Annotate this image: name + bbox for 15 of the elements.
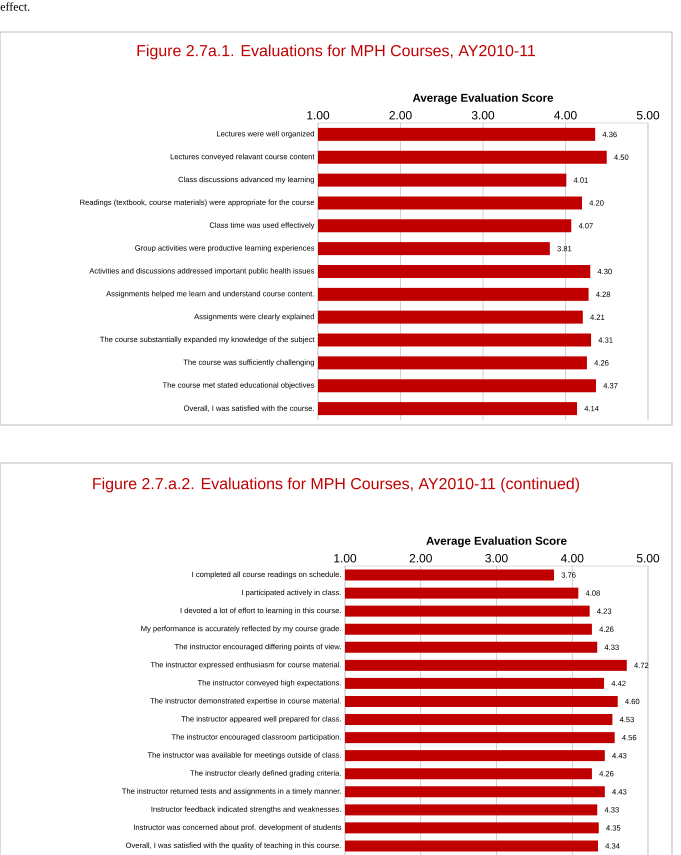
x-tick-label: 3.00: [485, 554, 508, 562]
x-tick-label: 2.00: [410, 554, 432, 562]
x-tick-label: 1.00: [307, 111, 330, 120]
x-tick-label: 3.00: [472, 111, 494, 120]
x-tick-label: 2.00: [389, 111, 412, 120]
x-tick-label: 5.00: [636, 111, 660, 120]
x-tick-label: 1.00: [334, 554, 356, 562]
x-tick-label: 4.00: [560, 554, 584, 562]
x-axis-title: Average Evaluation Score: [412, 93, 554, 104]
text: effect.: [0, 2, 30, 11]
chart-title: Figure 2.7.a.2. Evaluations for MPH Courses, AY2010-11 (continued): [93, 478, 580, 492]
x-tick-label: 4.00: [554, 111, 577, 120]
x-tick-label: 5.00: [636, 554, 660, 562]
x-axis-title: Average Evaluation Score: [426, 536, 567, 548]
chart-title: Figure 2.7a.1. Evaluations for MPH Courses, AY2010-11: [138, 44, 535, 60]
